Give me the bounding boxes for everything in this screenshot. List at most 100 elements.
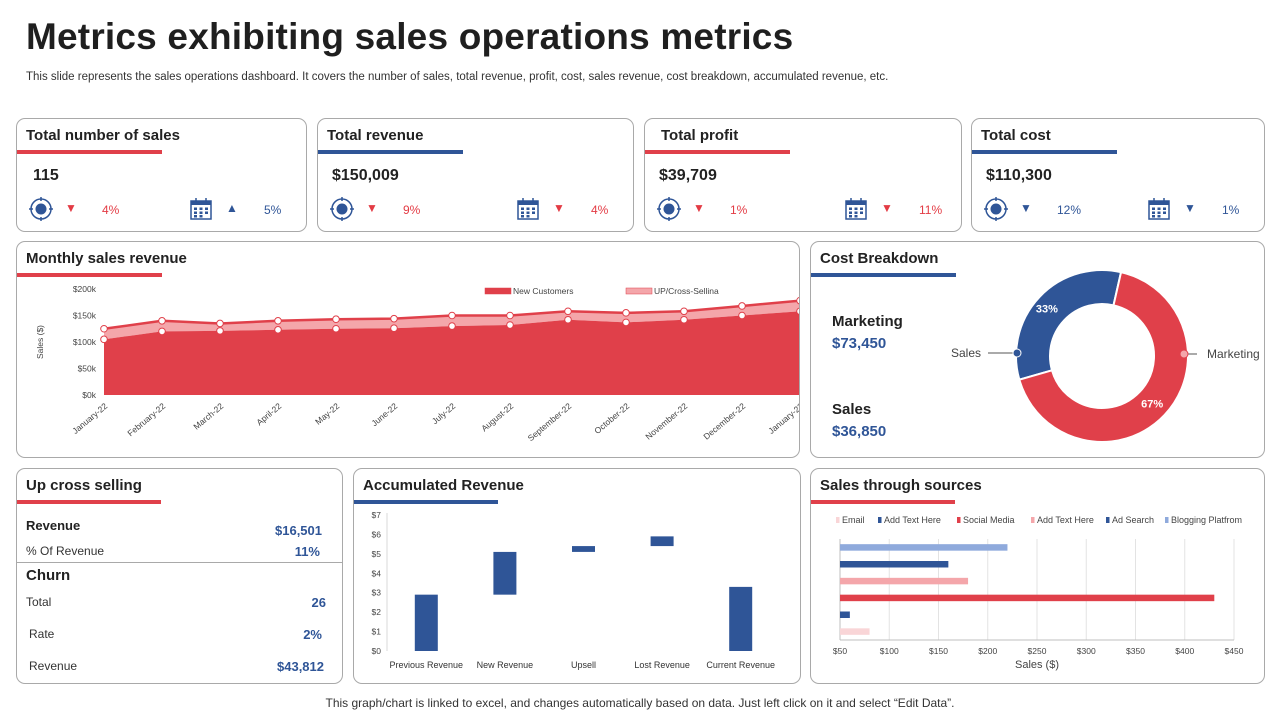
kpi-card-0[interactable]: Total number of sales 115 ▼ 4% — [16, 118, 307, 232]
data-point — [796, 307, 799, 315]
calendar-icon — [845, 198, 867, 220]
calendar-icon — [190, 198, 212, 220]
y-tick-label: $100k — [73, 337, 97, 347]
data-point — [796, 296, 799, 305]
accumulated-revenue-title: Accumulated Revenue — [363, 477, 524, 494]
arrow-down-icon: ▼ — [693, 201, 705, 215]
data-point — [274, 317, 282, 325]
data-point — [564, 315, 572, 324]
sales-sources-underline — [811, 500, 955, 504]
kpi-card-1[interactable]: Total revenue $150,009 ▼ 9% — [317, 118, 634, 232]
source-bar — [840, 577, 969, 585]
sales-sources-chart[interactable]: Email Add Text Here Social Media Add Text H… — [811, 503, 1264, 683]
x-tick-label: $350 — [1126, 646, 1145, 656]
cost-breakdown-title: Cost Breakdown — [820, 250, 939, 267]
kpi-underline — [972, 150, 1117, 154]
calendar-change-pct: 4% — [591, 203, 609, 217]
data-point — [100, 335, 108, 344]
sales-cost-value: $36,850 — [832, 423, 887, 440]
arrow-down-icon: ▼ — [366, 201, 378, 215]
kpi-value: 115 — [33, 167, 59, 184]
data-point — [622, 318, 630, 327]
accumulated-revenue-chart[interactable]: $0 $1 $2 $3 $4 $5 $6 $7 Previous Revenue New Reve… — [354, 503, 800, 683]
churn-rate-value: 2% — [303, 627, 322, 642]
up-cross-revenue-label: Revenue — [26, 518, 81, 533]
data-point — [680, 315, 688, 324]
y-tick-label: $0k — [82, 390, 96, 400]
kpi-value: $150,009 — [332, 167, 399, 184]
waterfall-bar — [650, 536, 674, 547]
kpi-underline — [318, 150, 463, 154]
churn-revenue-value: $43,812 — [277, 659, 324, 674]
slice-label: 67% — [1141, 398, 1163, 410]
churn-title: Churn — [26, 567, 71, 584]
legend-swatch — [1165, 517, 1169, 523]
data-point — [738, 311, 746, 320]
data-point — [274, 326, 282, 334]
cost-breakdown-underline — [811, 273, 956, 277]
x-axis-label: Sales ($) — [1015, 659, 1059, 671]
target-icon — [330, 197, 354, 221]
y-tick-label: $4 — [372, 568, 382, 578]
y-tick-label: $1 — [372, 627, 382, 637]
target-icon — [29, 197, 53, 221]
footer-note: This graph/chart is linked to excel, and… — [325, 696, 955, 710]
x-tick-label: $50 — [833, 646, 847, 656]
data-point — [448, 322, 456, 330]
x-tick-label: April-22 — [254, 401, 283, 428]
data-point — [622, 309, 630, 317]
target-change-pct: 1% — [730, 203, 748, 217]
x-tick-label: $450 — [1225, 646, 1244, 656]
sales-sources-card[interactable]: Sales through sources Email Add Text Here… — [810, 468, 1265, 684]
waterfall-bar — [572, 546, 595, 552]
kpi-underline — [645, 150, 790, 154]
legend-label: Add Text Here — [1037, 515, 1094, 525]
x-tick-label: October-22 — [592, 401, 631, 436]
y-tick-label: $3 — [372, 588, 382, 598]
up-cross-card[interactable]: Up cross selling Revenue $16,501 % Of Re… — [16, 468, 343, 684]
data-point — [564, 307, 572, 316]
legend-label: Add Text Here — [884, 515, 941, 525]
kpi-comparison-row: ▼ 4% ▲ 5% — [29, 197, 296, 221]
x-tick-label: February-22 — [125, 401, 167, 439]
churn-revenue-label: Revenue — [29, 659, 78, 673]
y-tick-label: $6 — [372, 529, 382, 539]
x-tick-label: November-22 — [643, 401, 689, 442]
x-tick-label: May-22 — [313, 401, 341, 427]
x-tick-label: Current Revenue — [706, 660, 775, 670]
monthly-sales-card[interactable]: Monthly sales revenue $0k $50k $100k $150k $… — [16, 241, 800, 458]
data-point — [158, 317, 166, 325]
target-change-pct: 4% — [102, 203, 120, 217]
churn-divider — [17, 562, 342, 563]
data-point — [738, 302, 746, 310]
x-tick-label: January-22 — [70, 401, 109, 436]
y-tick-label: $0 — [372, 646, 382, 656]
arrow-down-icon: ▼ — [1020, 201, 1032, 215]
legend-swatch — [957, 517, 961, 523]
cost-breakdown-donut[interactable]: 33% 67% Sales Marketing — [931, 242, 1261, 457]
source-bar — [840, 544, 1008, 551]
x-tick-label: New Revenue — [477, 660, 534, 670]
kpi-card-3[interactable]: Total cost $110,300 ▼ 12% — [971, 118, 1265, 232]
callout-dot-marketing — [1179, 349, 1189, 359]
source-bar — [840, 628, 870, 635]
data-point — [506, 311, 514, 320]
data-point — [390, 314, 398, 323]
cost-breakdown-card[interactable]: Cost Breakdown Marketing $73,450 Sales $… — [810, 241, 1265, 458]
monthly-sales-underline — [17, 273, 162, 277]
sales-cost-label: Sales — [832, 401, 872, 418]
slice-label: 33% — [1036, 304, 1058, 316]
waterfall-bar — [729, 586, 753, 651]
data-point — [506, 321, 514, 329]
x-tick-label: December-22 — [701, 401, 747, 442]
y-axis-label: Sales ($) — [35, 325, 45, 359]
accumulated-revenue-card[interactable]: Accumulated Revenue $0 $1 $2 $3 $4 $5 $6 $7 Prev… — [353, 468, 801, 684]
monthly-sales-chart[interactable]: $0k $50k $100k $150k $200k Sales ($) January-2… — [17, 276, 799, 456]
kpi-comparison-row: ▼ 12% ▼ 1% — [984, 197, 1254, 221]
data-point — [216, 319, 224, 328]
target-icon — [657, 197, 681, 221]
kpi-comparison-row: ▼ 1% ▼ 11% — [657, 197, 951, 221]
y-tick-label: $200k — [73, 284, 97, 294]
monthly-sales-title: Monthly sales revenue — [26, 250, 187, 267]
kpi-card-2[interactable]: Total profit $39,709 ▼ 1% — [644, 118, 962, 232]
